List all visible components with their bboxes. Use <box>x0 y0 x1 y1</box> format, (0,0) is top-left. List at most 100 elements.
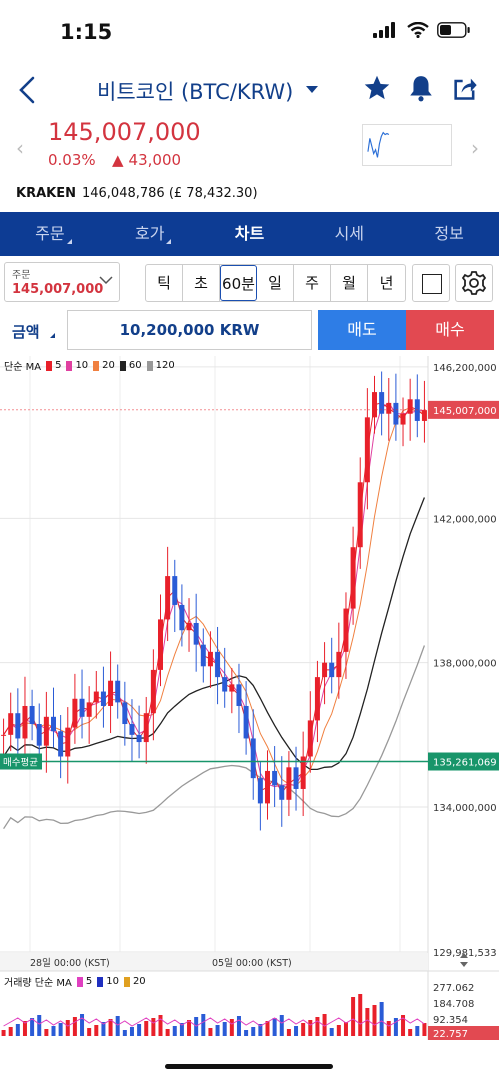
legend-swatch <box>93 360 100 371</box>
order-select-label: 주문 <box>12 270 31 281</box>
legend-swatch <box>119 360 126 371</box>
order-price-select[interactable]: 주문 145,007,000 <box>4 262 120 302</box>
candle <box>236 684 242 706</box>
status-bar: 1:15 <box>0 0 499 64</box>
candle <box>93 691 99 703</box>
chevron-left-icon[interactable]: ‹ <box>16 136 24 160</box>
fullscreen-button[interactable] <box>412 264 450 302</box>
period-second[interactable]: 초 <box>183 265 220 301</box>
tab-quotes-label: 시세 <box>334 224 365 243</box>
amount-type-label[interactable]: 금액 <box>12 323 40 341</box>
tab-info[interactable]: 정보 <box>399 212 499 256</box>
period-week[interactable]: 주 <box>294 265 331 301</box>
volume-bar <box>51 1026 56 1036</box>
candle <box>250 738 256 779</box>
price-chart[interactable]: 146,200,000 142,000,000 138,000,000 134,000… <box>0 356 499 1042</box>
volume-bar <box>422 1023 427 1036</box>
candle <box>357 482 363 548</box>
candle <box>407 399 413 414</box>
legend-item: 60 <box>128 360 142 371</box>
bell-icon[interactable] <box>408 74 434 102</box>
candle <box>222 677 228 692</box>
chart-controls: 주문 145,007,000 틱 초 60분 일 주 월 년 금액 10,200… <box>0 256 499 356</box>
volume-bar <box>208 1028 213 1036</box>
period-selector: 틱 초 60분 일 주 월 년 <box>145 264 406 302</box>
volume-bar <box>265 1021 270 1036</box>
tab-orderbook-label: 호가 <box>134 224 165 243</box>
legend-item: 10 <box>75 360 89 371</box>
avg-buy-label: 매수평균 <box>3 758 38 769</box>
volume-bar <box>44 1029 49 1036</box>
volume-bar <box>379 1002 384 1036</box>
legend-swatch <box>46 360 53 371</box>
volume-tick-label: 277.062 <box>433 983 474 994</box>
volume-current-tag <box>428 1026 499 1040</box>
volume-bar <box>301 1023 306 1036</box>
volume-bar <box>165 1029 170 1036</box>
tab-quotes[interactable]: 시세 <box>299 212 399 256</box>
share-icon[interactable] <box>451 74 479 102</box>
candle <box>400 413 406 425</box>
candle <box>372 392 377 418</box>
candle <box>229 684 235 692</box>
volume-bar <box>129 1027 134 1036</box>
amount-input[interactable]: 10,200,000 KRW <box>67 310 312 350</box>
settings-button[interactable] <box>455 264 493 302</box>
volume-bar <box>30 1018 35 1036</box>
tab-order-label: 주문 <box>35 224 65 243</box>
volume-bar <box>279 1015 284 1036</box>
volume-bar <box>251 1027 256 1036</box>
volume-bar <box>158 1015 163 1036</box>
period-year[interactable]: 년 <box>379 274 394 292</box>
volume-bar <box>115 1016 120 1036</box>
candle <box>265 770 270 804</box>
volume-bar <box>222 1022 227 1036</box>
current-price-label: 145,007,000 <box>433 406 497 417</box>
star-icon[interactable] <box>363 74 391 102</box>
period-60min[interactable]: 60분 <box>220 265 257 301</box>
candle <box>136 734 142 743</box>
candle <box>421 410 427 421</box>
chart-area[interactable]: 단순 MA 5 10 20 60 120 146,200,000 142,000,… <box>0 356 499 1042</box>
avg-buy-price-tag <box>428 752 499 771</box>
chevron-right-icon[interactable]: › <box>471 136 479 160</box>
avg-buy-price-label: 135,261,069 <box>433 758 497 769</box>
corner-indicator-icon <box>166 239 172 244</box>
volume-bar <box>386 1021 391 1036</box>
candle <box>336 651 342 678</box>
period-day[interactable]: 일 <box>257 265 294 301</box>
volume-bar <box>15 1024 20 1036</box>
legend-item: 20 <box>132 976 146 987</box>
volume-bar <box>37 1015 42 1036</box>
volume-bar <box>151 1018 156 1036</box>
tab-order[interactable]: 주문 <box>0 212 100 256</box>
legend-item: 20 <box>102 360 115 371</box>
volume-bar <box>187 1020 192 1036</box>
legend-item: 10 <box>106 976 119 987</box>
candle <box>329 662 335 678</box>
buy-button[interactable]: 매수 <box>406 310 494 350</box>
tab-orderbook[interactable]: 호가 <box>100 212 200 256</box>
volume-bar <box>94 1025 99 1036</box>
tab-chart[interactable]: 차트 <box>200 212 300 256</box>
price-ma-legend: 단순 MA 5 10 20 60 120 <box>4 358 175 373</box>
volume-ma-legend-title: 거래량 단순 MA <box>4 978 72 989</box>
period-month[interactable]: 월 <box>331 265 368 301</box>
volume-bar <box>172 1026 177 1036</box>
candle <box>29 705 35 725</box>
sell-button[interactable]: 매도 <box>318 310 406 350</box>
volume-bar <box>122 1030 127 1036</box>
status-time: 1:15 <box>60 20 113 44</box>
volume-bar <box>87 1028 92 1036</box>
x-axis-band <box>0 953 428 971</box>
volume-bar <box>215 1025 220 1036</box>
page-title[interactable]: 비트코인 (BTC/KRW) <box>97 80 294 104</box>
volume-bar <box>365 1008 370 1036</box>
period-tick[interactable]: 틱 <box>146 265 183 301</box>
caret-down-icon[interactable] <box>306 86 318 94</box>
volume-current-label: 22.757 <box>433 1029 468 1040</box>
y-tick-label: 138,000,000 <box>433 659 497 670</box>
back-icon[interactable] <box>14 74 42 106</box>
tab-chart-label: 차트 <box>234 224 265 243</box>
change-amount-value: 43,000 <box>128 151 182 169</box>
